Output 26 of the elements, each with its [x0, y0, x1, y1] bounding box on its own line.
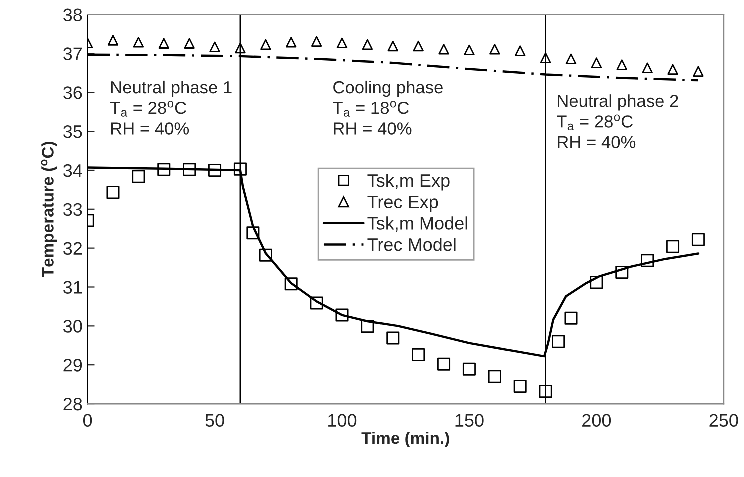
- annotation: Neutral phase 1 T$_{a}$ = 28$^{o}$C RH = 40%: [110, 80, 232, 135]
- y-tick-label: 31: [64, 281, 82, 294]
- legend-label: Trec Exp: [368, 196, 438, 212]
- y-tick-label: 36: [64, 86, 82, 100]
- x-tick-label: 0: [83, 414, 92, 428]
- y-tick-label: 34: [64, 164, 82, 178]
- legend-label: Tsk,m Model: [368, 216, 468, 232]
- annotation: Neutral phase 2 T$_{a}$ = 28$^{o}$C RH = 40%: [557, 94, 678, 149]
- x-tick-label: 200: [582, 414, 612, 428]
- x-axis-title: Time (min.): [362, 432, 450, 448]
- legend-label: Trec Model: [368, 238, 456, 252]
- y-tick-label: 38: [64, 8, 82, 22]
- annotation: Cooling phase T$_{a}$ = 18$^{o}$C RH = 40%: [333, 80, 443, 135]
- y-tick-label: 32: [64, 242, 82, 256]
- legend-label: Tsk,m Exp: [368, 174, 450, 191]
- x-tick-label: 250: [710, 414, 738, 428]
- x-tick-label: 150: [456, 414, 484, 428]
- y-tick-label: 30: [64, 320, 82, 333]
- y-tick-label: 29: [64, 359, 82, 372]
- y-tick-label: 33: [64, 203, 82, 216]
- y-tick-label: 35: [64, 125, 82, 138]
- y-axis-title: Temperature ($^{o}$C): [41, 142, 58, 278]
- x-tick-label: 100: [328, 414, 357, 428]
- x-tick-label: 50: [206, 414, 224, 428]
- y-tick-label: 37: [64, 48, 82, 60]
- y-tick-label: 28: [64, 398, 82, 411]
